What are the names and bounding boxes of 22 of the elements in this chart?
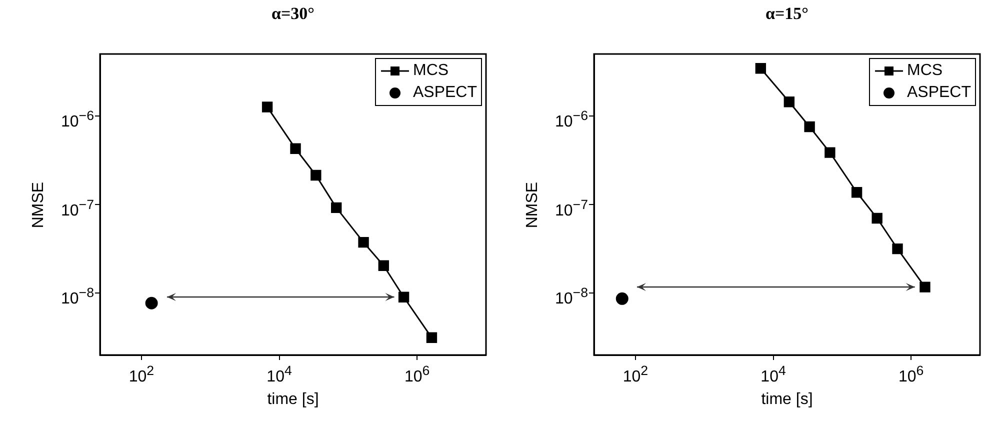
legend-label: MCS xyxy=(412,62,449,80)
y-tick-label: 10$^{−6}$ xyxy=(61,106,94,130)
x-tick-label: 10$^{6}$ xyxy=(403,363,431,386)
x-axis-title: time [s] xyxy=(760,391,814,409)
y-tick-label: 10$^{−8}$ xyxy=(555,284,588,308)
y-tick-label: 10$^{−8}$ xyxy=(61,284,94,308)
x-axis-title: time [s] xyxy=(266,391,320,409)
legend-label: MCS xyxy=(906,62,943,80)
x-tick-label: 10$^{4}$ xyxy=(760,363,787,386)
x-tick-label: 10$^{6}$ xyxy=(897,363,925,386)
chart-title: α=30° xyxy=(270,4,316,24)
y-axis-title: NMSE xyxy=(524,180,542,230)
legend-label: ASPECT xyxy=(906,84,971,102)
y-axis-title: NMSE xyxy=(30,180,48,230)
y-tick-label: 10$^{−7}$ xyxy=(555,196,588,219)
y-tick-label: 10$^{−6}$ xyxy=(555,106,588,130)
x-tick-label: 10$^{2}$ xyxy=(128,363,156,386)
legend-label: ASPECT xyxy=(412,84,477,102)
y-tick-label: 10$^{−7}$ xyxy=(61,196,94,219)
chart-title: α=15° xyxy=(764,4,810,24)
x-tick-label: 10$^{2}$ xyxy=(622,363,650,386)
x-tick-label: 10$^{4}$ xyxy=(266,363,293,386)
